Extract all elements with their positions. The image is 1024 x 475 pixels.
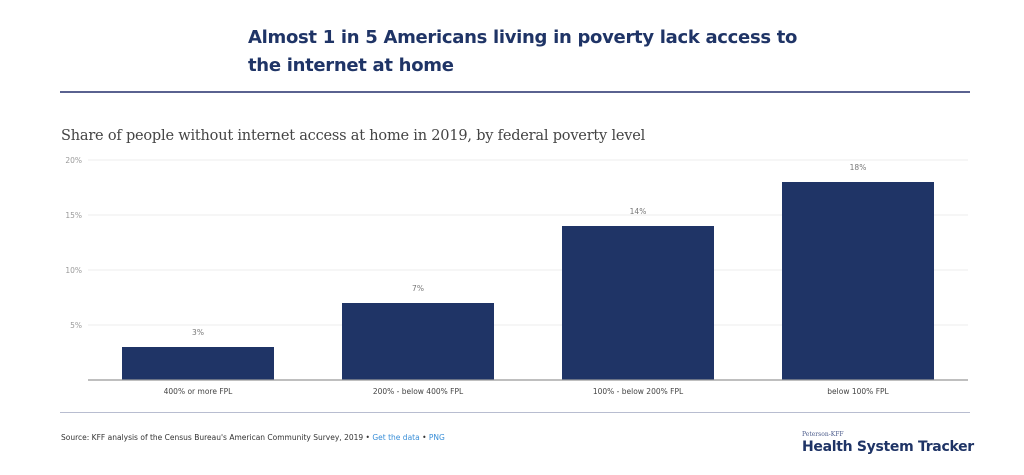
- bar: [562, 226, 714, 380]
- x-tick-label: 100% - below 200% FPL: [593, 387, 684, 396]
- y-tick-label: 20%: [65, 156, 82, 165]
- data-label: 7%: [412, 284, 424, 293]
- bar: [342, 303, 494, 380]
- x-tick-label: 400% or more FPL: [164, 387, 234, 396]
- footer-divider: [60, 412, 970, 413]
- y-tick-label: 10%: [65, 266, 82, 275]
- chart-subtitle: Share of people without internet access …: [61, 128, 646, 144]
- y-tick-label: 15%: [65, 211, 82, 220]
- data-label: 18%: [850, 163, 867, 172]
- bar: [122, 347, 274, 380]
- title-divider: [60, 91, 970, 93]
- brand-main-text: Health System Tracker: [802, 439, 974, 455]
- source-note: Source: KFF analysis of the Census Burea…: [61, 433, 445, 442]
- bar: [782, 182, 934, 380]
- source-text: Source: KFF analysis of the Census Burea…: [61, 433, 373, 442]
- brand-logo: Peterson-KFF Health System Tracker: [802, 431, 974, 455]
- x-tick-label: 200% - below 400% FPL: [373, 387, 464, 396]
- separator: •: [419, 433, 429, 442]
- brand-small-text: Peterson-KFF: [802, 431, 844, 438]
- data-label: 14%: [630, 207, 647, 216]
- y-tick-label: 5%: [70, 321, 82, 330]
- chart-title: Almost 1 in 5 Americans living in povert…: [248, 27, 798, 76]
- data-label: 3%: [192, 328, 204, 337]
- png-link[interactable]: PNG: [428, 433, 445, 442]
- get-data-link[interactable]: Get the data: [372, 433, 420, 442]
- x-tick-label: below 100% FPL: [827, 387, 889, 396]
